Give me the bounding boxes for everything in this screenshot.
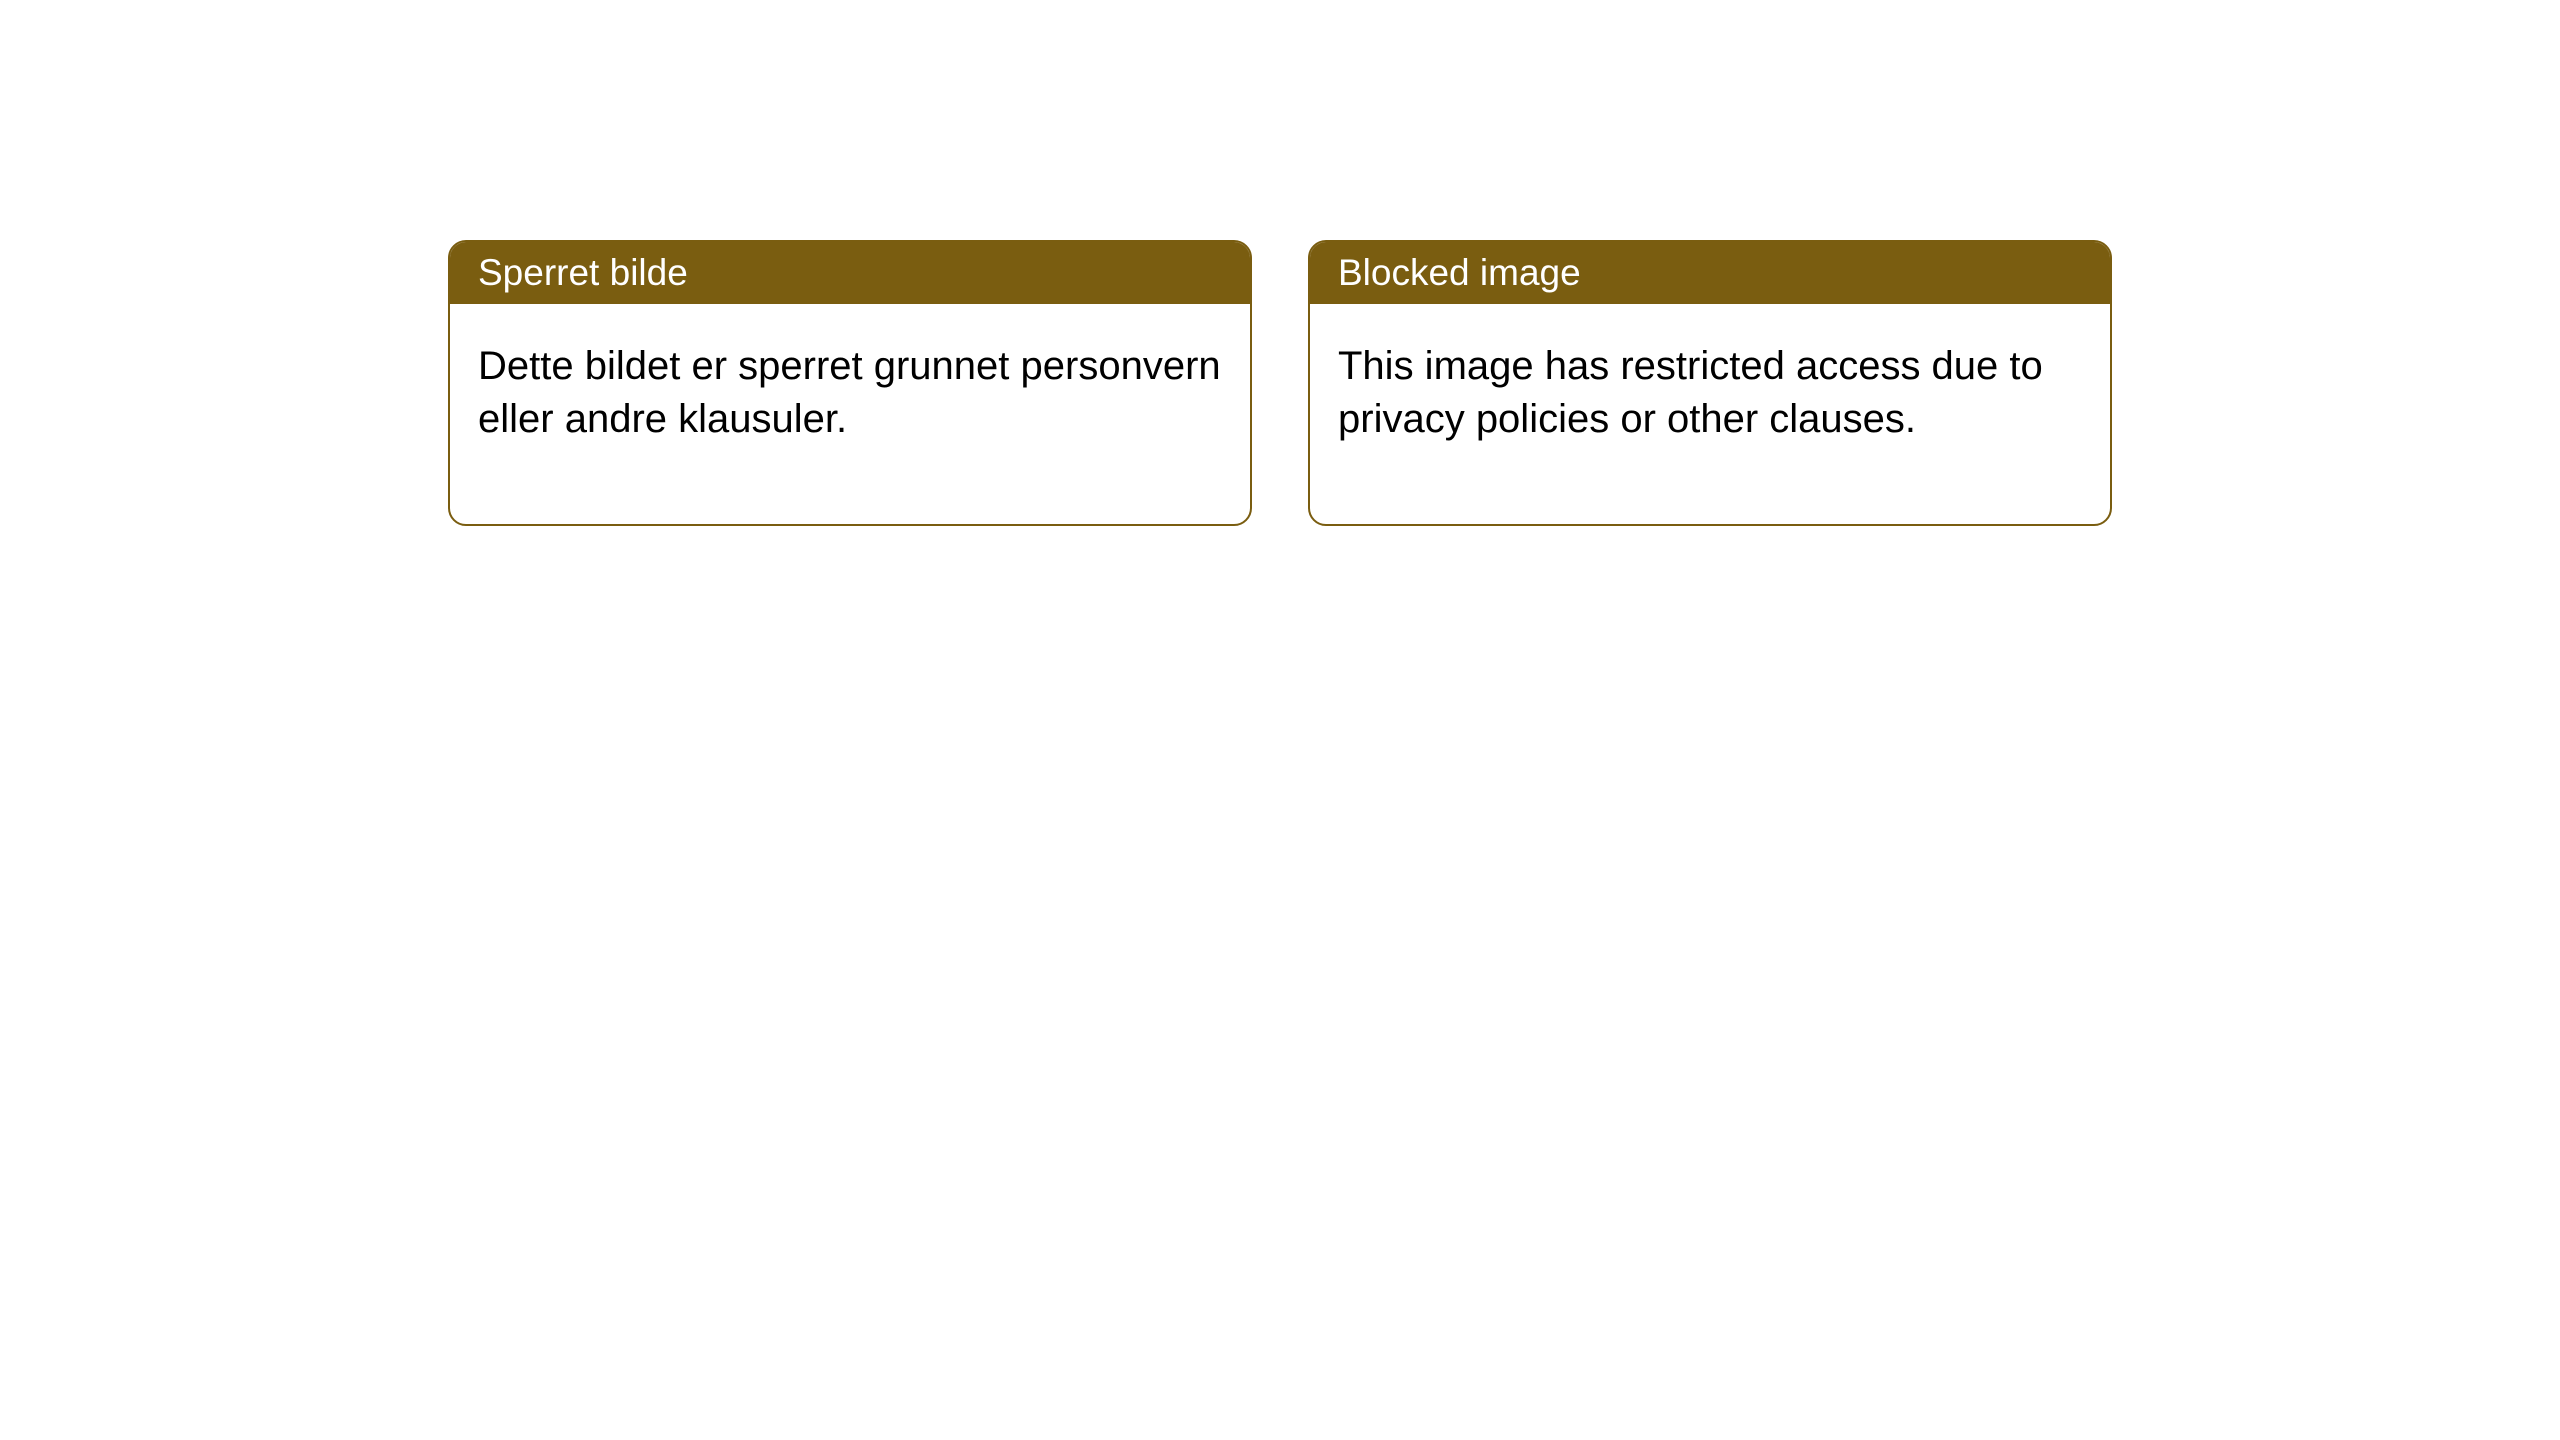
card-message-no: Dette bildet er sperret grunnet personve… (478, 344, 1221, 441)
card-title-no: Sperret bilde (478, 252, 688, 293)
card-body-en: This image has restricted access due to … (1310, 304, 2110, 524)
notice-container: Sperret bilde Dette bildet er sperret gr… (0, 0, 2560, 526)
card-title-en: Blocked image (1338, 252, 1581, 293)
blocked-image-card-no: Sperret bilde Dette bildet er sperret gr… (448, 240, 1252, 526)
card-header-en: Blocked image (1310, 242, 2110, 304)
blocked-image-card-en: Blocked image This image has restricted … (1308, 240, 2112, 526)
card-header-no: Sperret bilde (450, 242, 1250, 304)
card-message-en: This image has restricted access due to … (1338, 344, 2043, 441)
card-body-no: Dette bildet er sperret grunnet personve… (450, 304, 1250, 524)
